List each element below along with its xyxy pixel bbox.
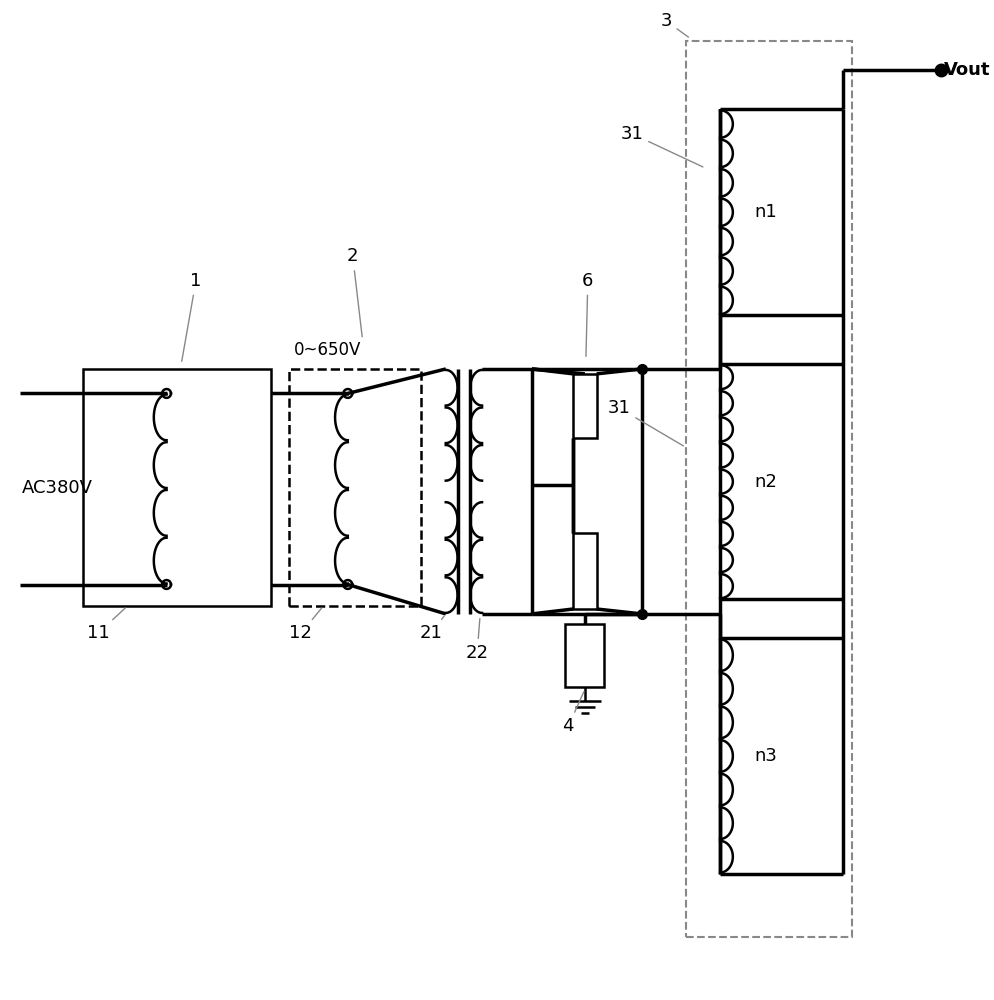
Text: 6: 6 [582,272,593,356]
Text: 11: 11 [86,608,125,642]
Text: n1: n1 [754,203,777,221]
Bar [83,369,271,606]
Text: 21: 21 [419,616,444,642]
Text: 3: 3 [660,12,689,37]
Text: AC380V: AC380V [22,479,92,497]
Text: 12: 12 [289,608,321,642]
Bar [289,369,421,606]
Bar [574,533,596,609]
Text: 0~650V: 0~650V [294,341,361,359]
Bar [574,374,596,438]
Text: n2: n2 [754,473,777,491]
Text: Vout: Vout [943,61,990,79]
Text: 2: 2 [347,247,362,337]
Text: 22: 22 [465,619,489,662]
Bar [566,624,604,687]
Text: 1: 1 [182,272,202,361]
Bar [686,41,853,937]
Text: 31: 31 [607,399,684,446]
Text: 31: 31 [620,125,703,167]
Text: n3: n3 [754,747,777,765]
Text: 4: 4 [563,692,583,735]
